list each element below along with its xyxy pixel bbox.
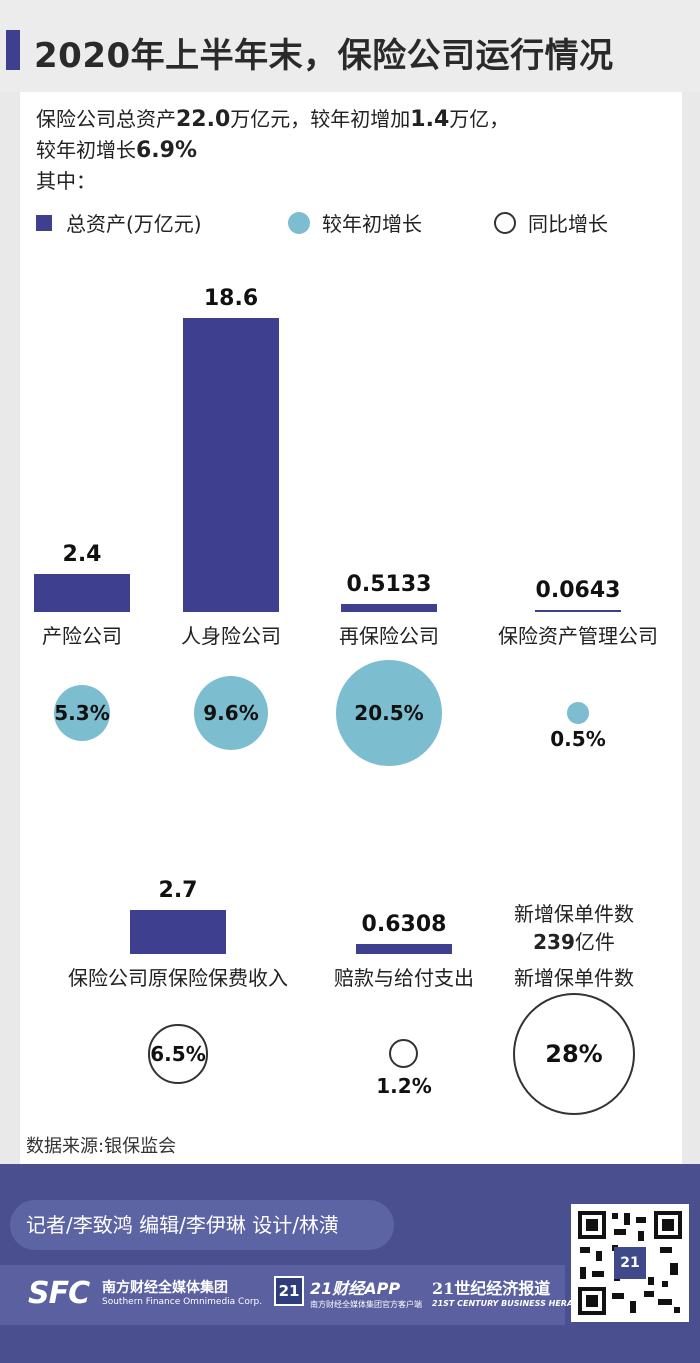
legend-assets-label: 总资产(万亿元): [66, 212, 202, 236]
asset-category-label: 保险资产管理公司: [498, 624, 658, 648]
app-subtitle: 南方财经全媒体集团官方客户端: [310, 1300, 422, 1309]
premium-category-label: 赔款与给付支出: [334, 966, 474, 990]
herald-name-en: 21ST CENTURY BUSINESS HERALD: [432, 1299, 585, 1308]
policy-growth-ring: [512, 992, 636, 1116]
sfc-logo: SFC: [28, 1276, 90, 1311]
ytd-growth-bubble: [193, 675, 269, 751]
ytd-growth-label: 0.5%: [550, 727, 606, 751]
asset-bar: [535, 610, 621, 612]
yoy-growth-label: 6.5%: [150, 1042, 206, 1066]
qr-code-icon: [578, 1211, 682, 1315]
header: 2020年上半年末，保险公司运行情况: [0, 0, 700, 92]
premium-category-label: 保险公司原保险保费收入: [68, 966, 288, 990]
legend-ytd-label: 较年初增长: [322, 212, 422, 236]
intro-line-1: 保险公司总资产22.0万亿元，较年初增加1.4万亿，: [36, 104, 509, 135]
intro-line-2: 较年初增长6.9%: [36, 135, 509, 166]
data-source: 数据来源:银保监会: [26, 1136, 177, 1157]
herald-name-cn: 21世纪经济报道: [432, 1279, 551, 1298]
asset-category-label: 人身险公司: [181, 624, 281, 648]
policy-count-unit: 亿件: [574, 930, 615, 954]
total-assets-value: 22.0: [176, 107, 231, 132]
yoy-growth-label: 1.2%: [376, 1074, 432, 1098]
asset-value-label: 2.4: [62, 542, 102, 568]
assets-growth-value: 6.9%: [136, 138, 198, 163]
app-name: 21财经APP: [310, 1279, 401, 1298]
asset-category-label: 再保险公司: [339, 624, 439, 648]
asset-value-label: 18.6: [203, 286, 259, 311]
yoy-growth-ring: [148, 1024, 208, 1084]
ytd-growth-bubble: [567, 702, 589, 724]
asset-bar: [183, 318, 279, 612]
asset-bar: [34, 574, 130, 612]
policy-growth-label: 28%: [545, 1040, 603, 1068]
page-title: 2020年上半年末，保险公司运行情况: [34, 36, 614, 76]
legend-ring-icon: [494, 211, 516, 234]
sfc-name-en: Southern Finance Omnimedia Corp.: [102, 1297, 263, 1307]
legend-square-icon: [36, 214, 52, 231]
asset-bar: [341, 603, 437, 612]
legend-assets: 总资产(万亿元): [36, 208, 202, 237]
intro-text-part: 保险公司总资产: [36, 107, 176, 131]
sfc-name-cn: 南方财经全媒体集团: [102, 1280, 228, 1296]
intro-text-part: 万亿，: [449, 107, 510, 131]
policy-count-value: 239: [533, 930, 575, 954]
premium-value-label: 2.7: [158, 878, 198, 903]
intro-text-part: 万亿元，较年初增加: [230, 107, 411, 131]
ytd-growth-label: 9.6%: [203, 701, 259, 725]
ytd-growth-label: 20.5%: [354, 701, 424, 725]
ytd-growth-label: 5.3%: [54, 701, 110, 725]
intro-line-3: 其中：: [36, 169, 96, 193]
legend-yoy-label: 同比增长: [528, 212, 608, 236]
assets-increase-value: 1.4: [410, 107, 450, 132]
policy-title: 新增保单件数: [514, 902, 634, 926]
qr-code[interactable]: 21: [571, 1204, 689, 1322]
yoy-growth-ring: [389, 1039, 419, 1069]
legend-yoy: 同比增长: [494, 208, 608, 237]
intro-text-part: 较年初增长: [36, 138, 136, 162]
asset-value-label: 0.5133: [346, 571, 432, 597]
asset-category-label: 产险公司: [42, 624, 122, 648]
ytd-growth-bubble: [336, 660, 442, 766]
content-panel: [20, 92, 682, 1164]
premium-bar: [356, 943, 452, 954]
asset-value-label: 0.0643: [535, 578, 621, 603]
premium-value-label: 0.6308: [361, 911, 447, 937]
qr-badge: 21: [620, 1255, 640, 1271]
policy-category-label: 新增保单件数: [514, 966, 634, 990]
premium-bar: [130, 910, 226, 954]
legend-ytd: 较年初增长: [288, 208, 422, 237]
title-accent-bar: [6, 30, 20, 70]
policy-count: 239亿件: [533, 926, 615, 955]
intro-text: 保险公司总资产22.0万亿元，较年初增加1.4万亿， 较年初增长6.9% 其中：: [36, 104, 509, 196]
app-badge-icon: 21: [274, 1276, 304, 1306]
ytd-growth-bubble: [53, 684, 111, 742]
credits: 记者/李致鸿 编辑/李伊琳 设计/林潢: [10, 1200, 394, 1250]
legend-dot-icon: [288, 211, 310, 234]
